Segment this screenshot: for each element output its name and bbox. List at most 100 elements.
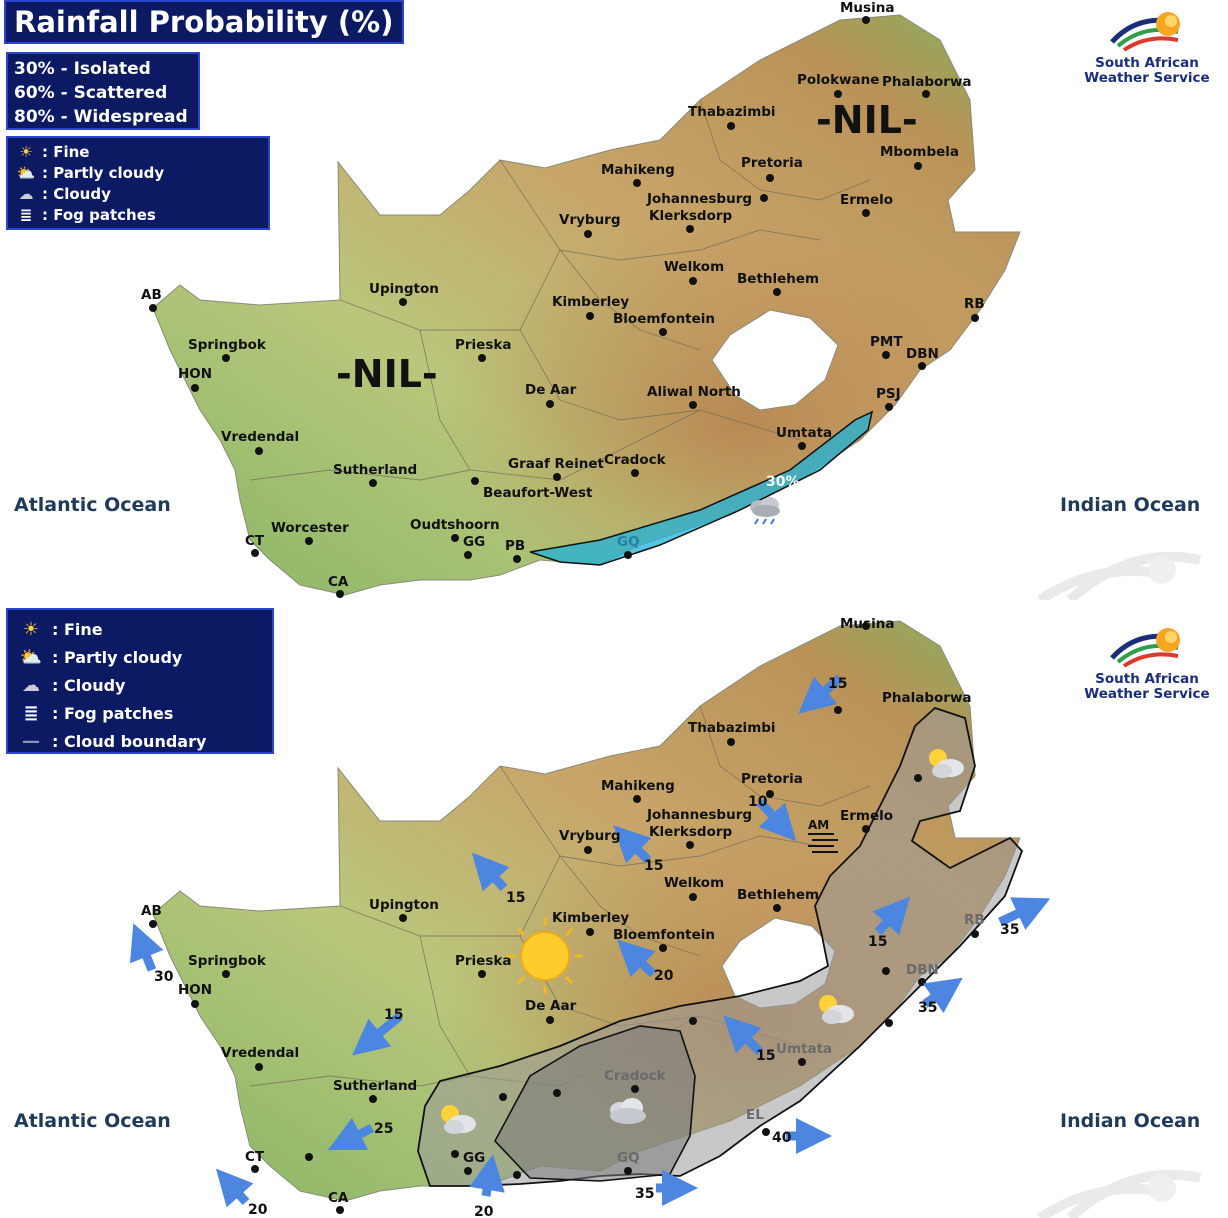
fog-time-note: AM — [808, 818, 830, 832]
ocean-label-atlantic: Atlantic Ocean — [14, 1110, 171, 1132]
city-label: Mahikeng — [601, 162, 675, 178]
logo-watermark-bottom — [1037, 1169, 1202, 1218]
cloud-boundary-icon: — — [22, 731, 40, 752]
fog-icon: ≣ — [19, 206, 33, 224]
city-label: Sutherland — [333, 462, 418, 478]
wind-arrow — [327, 1117, 375, 1151]
city-label: Johannesburg — [647, 807, 753, 823]
legend-item-fine: ☀: Fine — [14, 142, 262, 163]
legend-item-fog: ≣ : Fog patches — [16, 700, 264, 728]
wind-arrow — [922, 977, 963, 1014]
probability-isolated: 30% - Isolated — [14, 59, 151, 79]
partly-cloudy-icon — [819, 995, 854, 1024]
wind-arrow — [471, 852, 510, 892]
legend-label: : Cloud boundary — [52, 732, 207, 751]
probability-widespread: 80% - Widespread — [14, 107, 188, 127]
city-label: GQ — [617, 534, 640, 550]
wind-speed-label: 35 — [918, 1000, 938, 1016]
province-borders — [249, 99, 871, 481]
legend-label: : Cloudy — [52, 676, 126, 695]
wind-arrow — [756, 798, 797, 842]
city-label: Bloemfontein — [613, 927, 716, 943]
city-dots-top — [149, 16, 979, 598]
ocean-label-atlantic: Atlantic Ocean — [14, 494, 171, 516]
city-label: Welkom — [664, 875, 725, 891]
city-label: Prieska — [455, 337, 512, 353]
legend-item-fine: ☀: Fine — [16, 616, 264, 644]
ocean-label-indian: Indian Ocean — [1060, 494, 1201, 516]
city-label: De Aar — [525, 998, 577, 1014]
city-label: PSJ — [876, 386, 901, 402]
weather-legend-bottom: ☀: Fine ⛅: Partly cloudy ☁: Cloudy ≣: Fo… — [6, 608, 274, 754]
legend-label: : Fog patches — [52, 704, 174, 723]
probability-key: 30% - Isolated 60% - Scattered 80% - Wid… — [6, 52, 200, 130]
city-label: Vryburg — [559, 212, 621, 228]
city-label: Musina — [840, 616, 895, 632]
wind-arrow — [616, 939, 657, 978]
wind-arrow — [998, 897, 1051, 930]
city-label: De Aar — [525, 382, 577, 398]
city-label: Prieska — [455, 953, 512, 969]
city-label: Worcester — [271, 520, 349, 536]
city-label: Bloemfontein — [613, 311, 716, 327]
map-canvas-top — [149, 14, 1202, 600]
city-label: Upington — [369, 897, 439, 913]
city-label: Graaf Reinet — [508, 456, 604, 472]
city-label: Sutherland — [333, 1078, 418, 1094]
legend-item-fog: ≣ : Fog patches — [14, 205, 262, 226]
wind-arrow — [129, 923, 164, 972]
city-label: Johannesburg — [647, 191, 753, 207]
city-label: Vredendal — [221, 1045, 300, 1061]
city-label: AB — [141, 903, 162, 919]
city-label: Phalaborwa — [882, 74, 972, 90]
rain-area-label: 30% — [766, 474, 800, 490]
saws-logo-text: South African Weather Service — [1082, 56, 1212, 86]
cloud-boundary-inner — [494, 1025, 696, 1182]
wind-speed-label: 40 — [772, 1130, 792, 1146]
city-label: Mbombela — [880, 144, 959, 160]
wind-speed-label: 35 — [1000, 922, 1020, 938]
fog-icon: ≣ — [23, 703, 39, 724]
city-label: Springbok — [188, 337, 266, 353]
lesotho — [711, 309, 839, 411]
city-label: CT — [245, 533, 265, 549]
city-label: Upington — [369, 281, 439, 297]
city-label: CA — [328, 1190, 349, 1206]
legend-item-cloudy: ☁ : Cloudy — [14, 184, 262, 205]
cloudy-rain-icon — [750, 497, 780, 525]
city-label: EL — [746, 1107, 764, 1123]
cloudy-icon: ☁ — [18, 185, 34, 203]
city-label: Springbok — [188, 953, 266, 969]
sun-icon — [507, 918, 583, 994]
nil-label-west: -NIL- — [336, 352, 438, 396]
logo-watermark-top — [1037, 551, 1202, 600]
city-label: DBN — [906, 346, 939, 362]
city-label: HON — [178, 366, 213, 382]
legend-item-cloud-boundary: — : Cloud boundary — [16, 728, 264, 756]
logo-line1: South African — [1095, 55, 1199, 71]
legend-item-partly-cloudy: ⛅: Partly cloudy — [14, 163, 262, 184]
legend-label: : Cloudy — [42, 185, 111, 203]
city-label: Mahikeng — [601, 778, 675, 794]
city-label: Musina — [840, 0, 895, 16]
city-label: Vredendal — [221, 429, 300, 445]
city-label: DBN — [906, 962, 939, 978]
wind-speed-label: 15 — [506, 890, 526, 906]
legend-label: : Fine — [52, 620, 103, 639]
logo-line2: Weather Service — [1084, 686, 1210, 702]
city-label: Pretoria — [741, 155, 803, 171]
city-label: Ermelo — [840, 192, 894, 208]
city-label: Klerksdorp — [649, 208, 733, 224]
city-label: Pretoria — [741, 771, 803, 787]
highlands-shading — [153, 15, 1020, 595]
city-label: Oudtshoorn — [410, 517, 500, 533]
city-label: Cradock — [604, 452, 666, 468]
partly-cloudy-icon: ⛅ — [16, 164, 36, 182]
legend-label: : Fine — [42, 143, 90, 161]
legend-label: : Fog patches — [42, 206, 156, 224]
city-label: Phalaborwa — [882, 690, 972, 706]
city-label: Vryburg — [559, 828, 621, 844]
wind-speed-label: 15 — [384, 1007, 404, 1023]
city-label: Umtata — [776, 425, 833, 441]
map-canvas-bottom — [129, 620, 1202, 1218]
